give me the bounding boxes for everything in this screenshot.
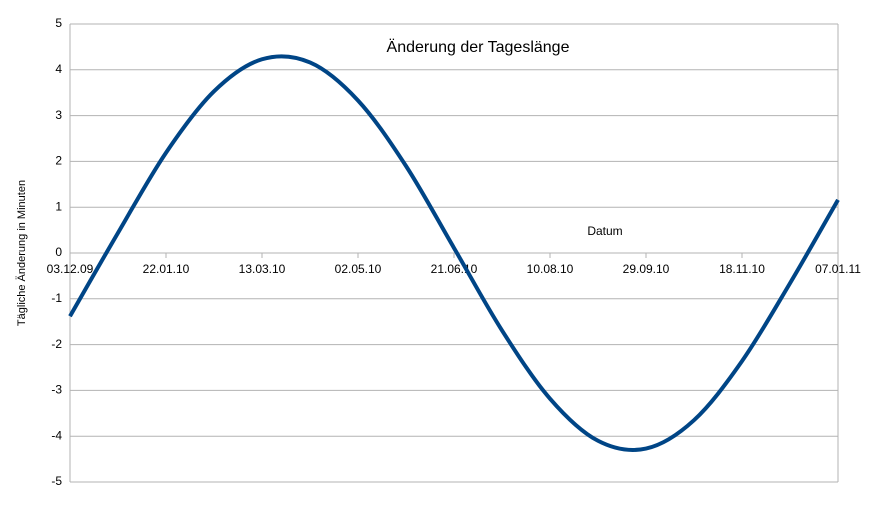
y-tick-label: 2 <box>55 154 62 168</box>
y-tick-label: -5 <box>51 474 62 488</box>
y-tick-label: -3 <box>51 383 62 397</box>
y-tick-label: -2 <box>51 337 62 351</box>
y-tick-label: 5 <box>55 16 62 30</box>
y-axis-label: Tägliche Änderung in Minuten <box>16 180 28 326</box>
data-line <box>68 54 840 452</box>
x-tick-label: 03.12.09 <box>47 262 94 276</box>
y-tick-label: -1 <box>51 291 62 305</box>
x-axis-label: Datum <box>587 224 622 238</box>
x-tick-label: 13.03.10 <box>239 262 286 276</box>
y-tick-label: 3 <box>55 108 62 122</box>
chart-title: Änderung der Tageslänge <box>387 38 570 56</box>
y-tick-label: -4 <box>51 428 62 442</box>
x-tick-label: 22.01.10 <box>143 262 190 276</box>
x-tick-label: 29.09.10 <box>623 262 670 276</box>
y-tick-label: 0 <box>55 245 62 259</box>
x-tick-label: 07.01.11 <box>815 262 861 276</box>
x-tick-label: 02.05.10 <box>335 262 382 276</box>
x-tick-label: 18.11.10 <box>719 262 765 276</box>
y-tick-label: 4 <box>55 62 62 76</box>
y-tick-label: 1 <box>55 199 62 213</box>
x-tick-label: 10.08.10 <box>527 262 574 276</box>
